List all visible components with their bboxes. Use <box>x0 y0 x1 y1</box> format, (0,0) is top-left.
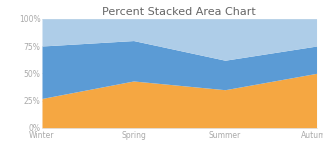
Title: Percent Stacked Area Chart: Percent Stacked Area Chart <box>102 7 256 17</box>
